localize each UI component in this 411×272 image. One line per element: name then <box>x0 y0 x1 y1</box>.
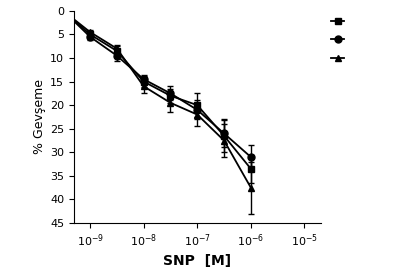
Legend: , , : , , <box>331 16 348 64</box>
X-axis label: SNP  [M]: SNP [M] <box>163 254 231 268</box>
Y-axis label: % Gevşeme: % Gevşeme <box>33 79 46 154</box>
